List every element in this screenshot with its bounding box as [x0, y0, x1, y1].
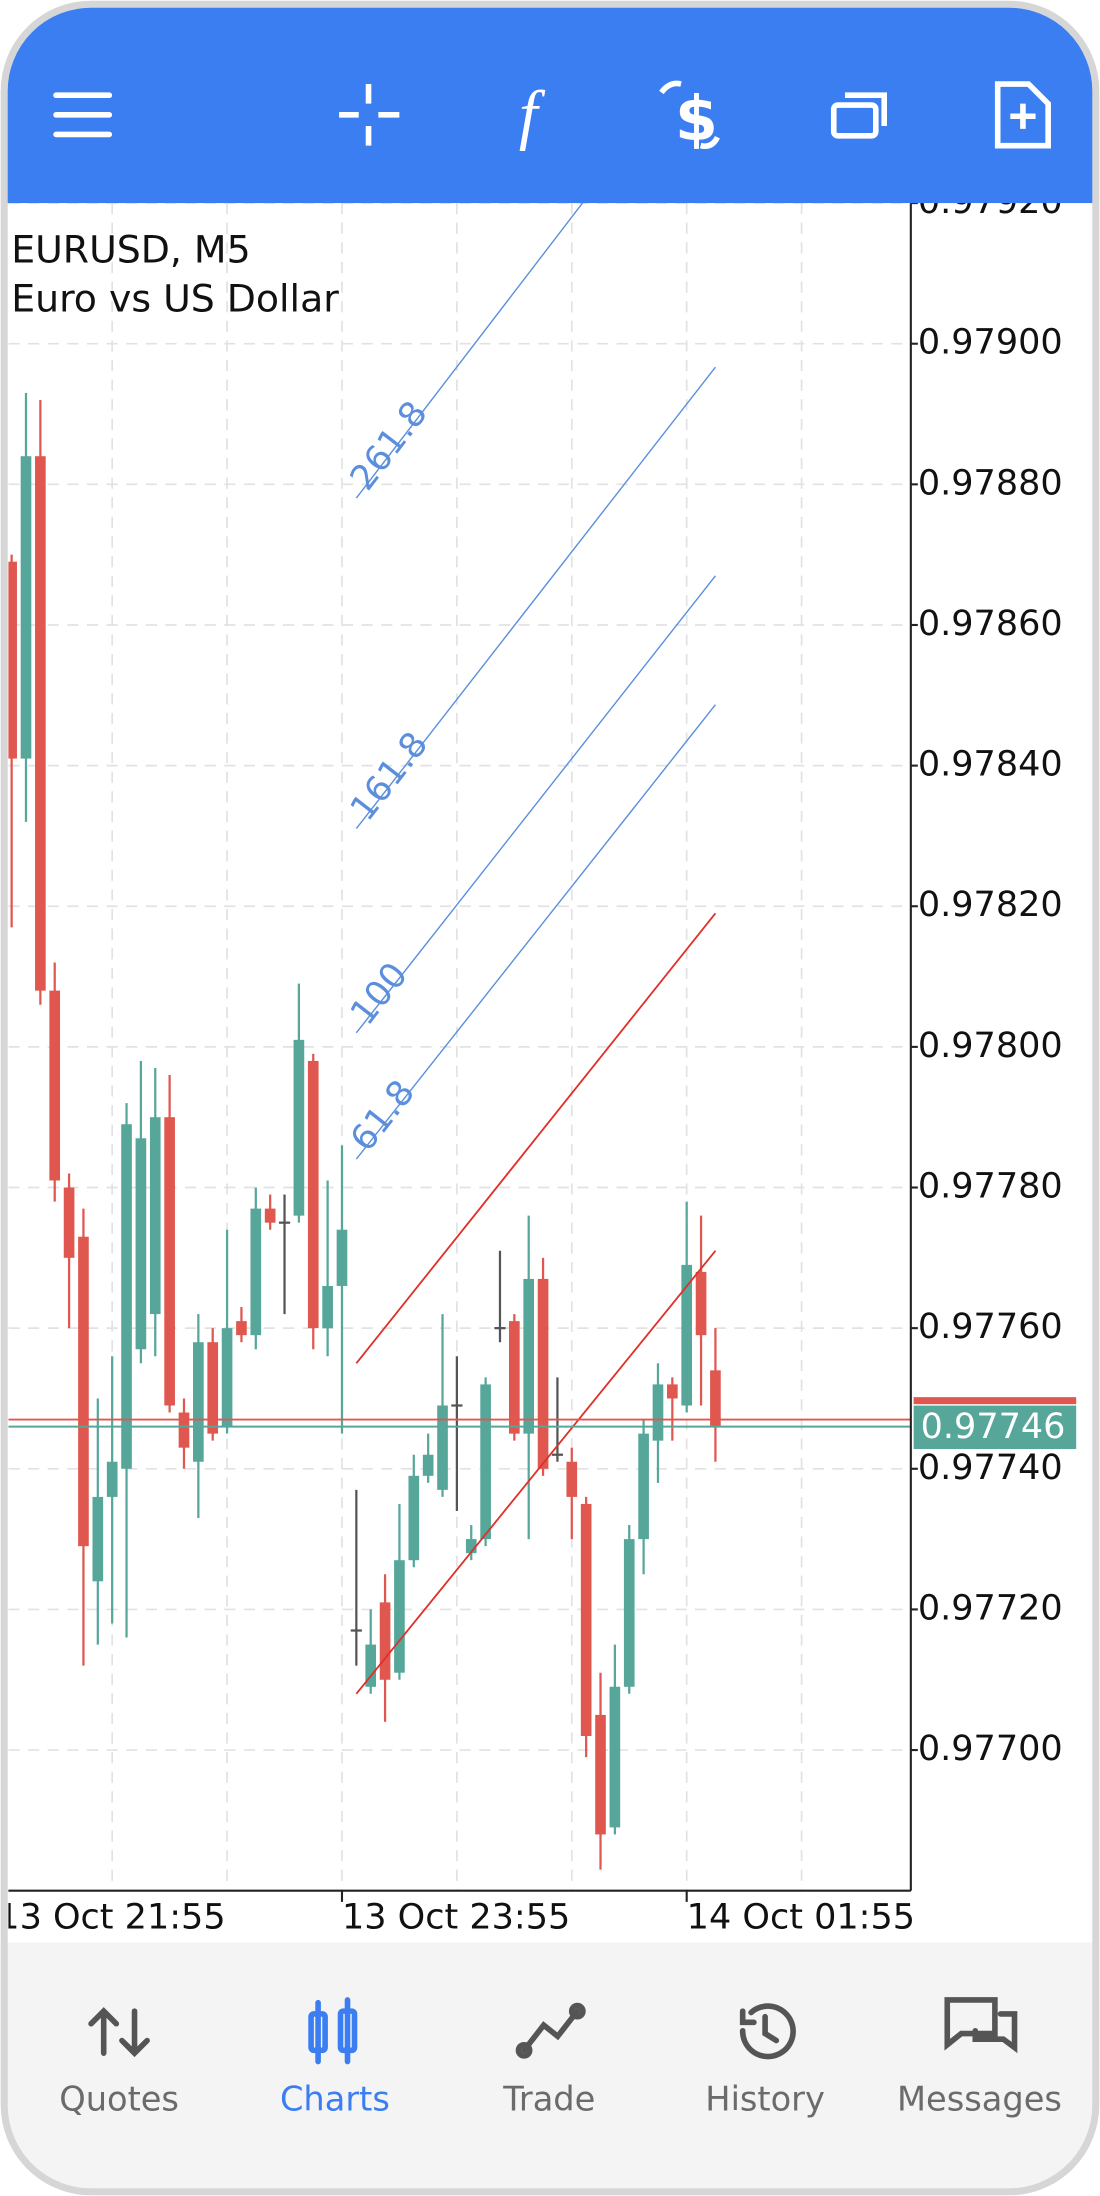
candle-body — [609, 1686, 621, 1828]
x-tick-label: 14 Oct 01:55 — [687, 1897, 915, 1938]
candle-body — [523, 1278, 535, 1434]
fibonacci-line — [355, 704, 716, 1160]
trade-icon[interactable] — [515, 2002, 586, 2059]
candle-body — [164, 1117, 175, 1406]
candle-body — [221, 1328, 233, 1427]
candle-body — [236, 1321, 247, 1336]
bottom-navigation: Quotes Charts Trade History Messages — [5, 1942, 1095, 2191]
y-tick-label: 0.97880 — [918, 462, 1063, 503]
candle-body — [480, 1384, 491, 1540]
candle-body — [322, 1285, 333, 1329]
y-tick-label: 0.97740 — [918, 1447, 1063, 1488]
candle-body — [78, 1236, 89, 1547]
trend-line — [355, 1250, 717, 1695]
bid-price-label: 0.97746 — [921, 1406, 1066, 1447]
y-tick-label: 0.97900 — [918, 322, 1063, 363]
y-tick-label: 0.97840 — [918, 744, 1063, 785]
windows-button[interactable] — [830, 92, 888, 139]
x-tick-label: 13 Oct 21:55 — [0, 1897, 226, 1938]
candle-body — [20, 456, 32, 759]
candle-body — [63, 1187, 75, 1258]
candle-body — [49, 990, 61, 1181]
candle-body — [207, 1342, 219, 1434]
trend-line — [355, 912, 717, 1364]
quotes-icon[interactable] — [88, 2007, 150, 2058]
candle-body — [149, 1117, 161, 1315]
candle-body — [135, 1138, 147, 1350]
candle-body — [250, 1208, 262, 1336]
candle-body — [336, 1229, 348, 1286]
candle-body — [652, 1384, 664, 1441]
symbol-description: Euro vs US Dollar — [11, 277, 339, 321]
candle-body — [293, 1039, 305, 1216]
ask-marker — [913, 1397, 1077, 1405]
candle-body — [437, 1405, 448, 1490]
candle-body — [595, 1714, 606, 1835]
candle-body — [379, 1602, 391, 1680]
candle-body — [638, 1433, 649, 1540]
y-tick-label: 0.97720 — [918, 1587, 1063, 1628]
candle-body — [408, 1475, 420, 1561]
fibonacci-line — [355, 575, 716, 1034]
candle-body — [566, 1461, 578, 1497]
fibonacci-line — [355, 366, 716, 830]
candle-body — [695, 1271, 707, 1336]
candle-body — [264, 1208, 276, 1223]
candle-body — [106, 1461, 118, 1497]
axes: 0.97700 0.97720 0.97740 0.97760 0.97780 0.978… — [0, 181, 1077, 1938]
menu-button[interactable] — [53, 92, 113, 138]
nav-label[interactable]: History — [705, 2080, 825, 2119]
candle-body — [178, 1412, 190, 1448]
y-tick-label: 0.97760 — [918, 1306, 1063, 1347]
candle-body — [193, 1342, 204, 1462]
bid-price-box — [913, 1405, 1077, 1450]
y-tick-label: 0.97800 — [918, 1025, 1063, 1066]
messages-icon[interactable] — [944, 1997, 1018, 2054]
candle-body — [681, 1264, 693, 1406]
nav-label[interactable]: Quotes — [59, 2080, 179, 2119]
crosshair-button[interactable] — [339, 84, 400, 146]
candle-body — [35, 456, 46, 991]
candle-body — [92, 1496, 104, 1582]
candle-body — [710, 1370, 721, 1427]
candle-body — [8, 561, 17, 759]
nav-label[interactable]: Messages — [897, 2080, 1062, 2119]
symbol: EURUSD, M5 — [11, 228, 250, 272]
y-tick-label: 0.97700 — [918, 1728, 1063, 1769]
candle-body — [509, 1321, 520, 1434]
fibonacci-line — [355, 203, 716, 499]
y-tick-label: 0.97780 — [918, 1166, 1063, 1207]
trade-button[interactable]: $ — [659, 80, 720, 155]
candle-body — [465, 1539, 477, 1554]
toolbar: f $ — [5, 5, 1095, 204]
candle-body — [121, 1124, 132, 1469]
charts-icon[interactable] — [308, 1997, 358, 2065]
new-order-button[interactable] — [994, 81, 1051, 149]
candle-body — [623, 1539, 635, 1687]
nav-icons — [88, 1997, 1018, 2065]
candle-body — [537, 1278, 549, 1469]
history-icon[interactable] — [739, 2003, 796, 2060]
nav-label[interactable]: Trade — [502, 2080, 595, 2119]
y-tick-label: 0.97860 — [918, 603, 1063, 644]
candle-body — [307, 1060, 319, 1329]
candle-body — [580, 1503, 592, 1736]
y-tick-label: 0.97820 — [918, 884, 1063, 925]
x-labels: 13 Oct 21:55 13 Oct 23:55 14 Oct 01:55 — [0, 1897, 915, 1938]
candle-body — [394, 1560, 405, 1673]
candle-body — [667, 1384, 678, 1399]
nav-label[interactable]: Charts — [280, 2080, 390, 2119]
candle-body — [422, 1454, 434, 1476]
nav-background — [5, 1942, 1095, 2191]
candle-body — [365, 1644, 377, 1687]
x-tick-label: 13 Oct 23:55 — [342, 1897, 570, 1938]
toolbar-background — [5, 5, 1095, 204]
